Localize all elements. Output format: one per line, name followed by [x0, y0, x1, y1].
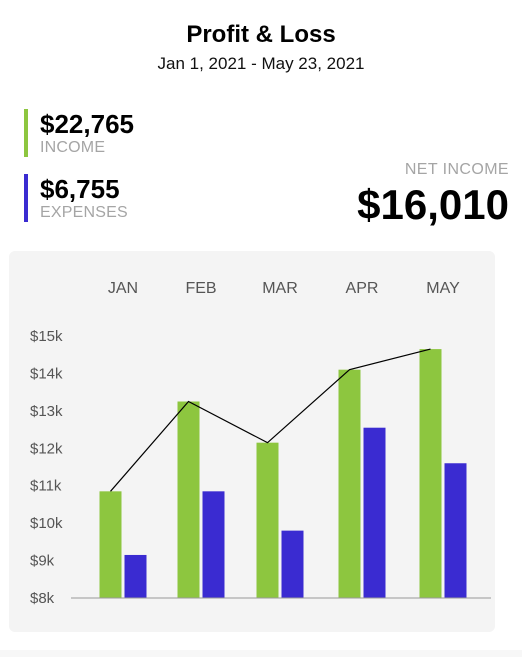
y-tick-label: $14k — [30, 365, 63, 382]
date-range: Jan 1, 2021 - May 23, 2021 — [157, 54, 365, 73]
month-label-apr: APR — [346, 280, 379, 297]
income-value: $22,765 — [40, 109, 134, 139]
expenses-label: EXPENSES — [40, 204, 128, 221]
income-bar-jan — [99, 491, 122, 598]
expenses-bar-apr — [363, 427, 386, 598]
y-tick-label: $8k — [30, 590, 55, 607]
month-label-jan: JAN — [108, 280, 138, 297]
profit-loss-chart: JAN FEB MAR APR MAY $8k $9k $10k $11k $12k $13k $14… — [30, 280, 491, 607]
income-color-bar — [24, 109, 28, 157]
expenses-bar-mar — [281, 530, 304, 598]
net-income-value: $16,010 — [357, 181, 509, 228]
income-bar-apr — [338, 369, 361, 598]
month-label-feb: FEB — [185, 280, 216, 297]
month-label-mar: MAR — [262, 280, 298, 297]
y-tick-label: $13k — [30, 403, 63, 420]
y-tick-label: $9k — [30, 553, 55, 570]
expenses-summary: $6,755 EXPENSES — [24, 174, 128, 222]
income-bar-feb — [177, 401, 200, 598]
expenses-bar-may — [444, 463, 467, 598]
income-label: INCOME — [40, 139, 106, 156]
chart-panel: JAN FEB MAR APR MAY $8k $9k $10k $11k $12k $13k $14… — [9, 251, 495, 632]
month-label-may: MAY — [426, 280, 460, 297]
y-tick-label: $11k — [30, 478, 62, 495]
expenses-bar-jan — [124, 554, 147, 598]
expenses-bar-feb — [202, 491, 225, 598]
report-header: Profit & Loss Jan 1, 2021 - May 23, 2021 — [0, 20, 522, 75]
net-income-summary: NET INCOME $16,010 — [357, 160, 509, 228]
net-income-label: NET INCOME — [404, 161, 509, 178]
y-tick-label: $10k — [30, 515, 63, 532]
income-bar-mar — [256, 442, 279, 598]
income-bar-may — [419, 349, 442, 598]
expenses-color-bar — [24, 174, 28, 222]
net-trend-line — [110, 348, 431, 492]
y-tick-label: $15k — [30, 328, 63, 345]
y-tick-label: $12k — [30, 440, 63, 457]
expenses-value: $6,755 — [40, 174, 120, 204]
income-summary: $22,765 INCOME — [24, 109, 134, 157]
page-title: Profit & Loss — [186, 21, 336, 48]
page-bottom-divider — [0, 650, 522, 657]
